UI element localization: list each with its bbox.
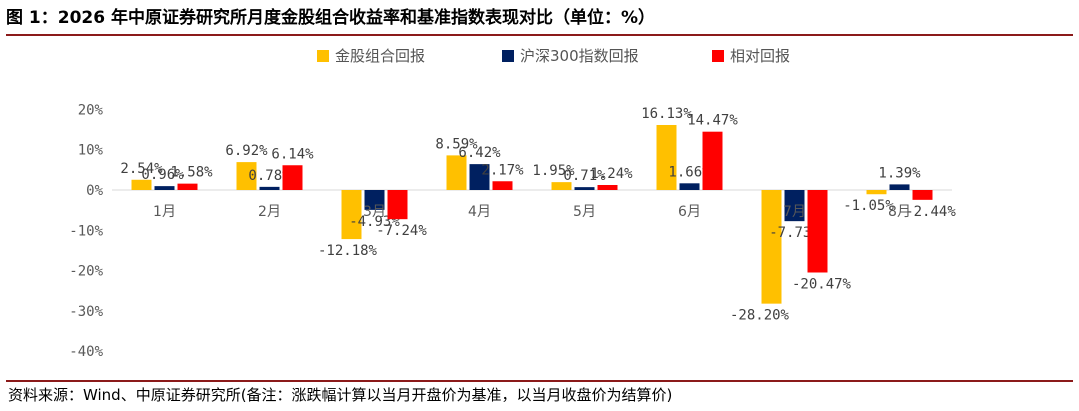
bar <box>341 190 362 240</box>
data-label: 1.58% <box>170 165 213 181</box>
data-label: 0.96% <box>141 167 184 183</box>
y-tick-label: -40% <box>69 344 103 360</box>
bar <box>387 190 408 220</box>
y-tick-label: -10% <box>69 223 103 239</box>
chart-legend: 金股组合回报 沪深300指数回报 相对回报 <box>0 45 1079 65</box>
legend-item-relative: 相对回报 <box>712 45 790 66</box>
bar <box>889 184 910 190</box>
chart-title: 图 1：2026 年中原证券研究所月度金股组合收益率和基准指数表现对比（单位：%… <box>6 8 656 28</box>
bar <box>761 190 782 304</box>
bar <box>784 190 805 222</box>
bar <box>259 186 280 190</box>
data-label: 2.17% <box>481 162 524 178</box>
bar <box>679 183 700 190</box>
x-tick-label: 1月 <box>153 204 176 220</box>
title-divider <box>6 34 1073 36</box>
x-tick-label: 4月 <box>468 204 491 220</box>
legend-swatch-relative <box>712 49 724 62</box>
y-tick-label: 10% <box>78 143 104 159</box>
y-tick-label: -30% <box>69 304 103 320</box>
bar <box>492 181 513 190</box>
source-divider <box>6 380 1073 382</box>
data-label: 6.42% <box>458 145 501 161</box>
data-label: 0.71% <box>563 168 606 184</box>
bar <box>236 162 257 190</box>
bar <box>131 179 152 190</box>
legend-label-gold-stock: 金股组合回报 <box>335 47 426 65</box>
data-label: 0.78% <box>248 168 291 184</box>
y-tick-label: 20% <box>78 102 104 118</box>
legend-swatch-gold-stock <box>317 49 329 62</box>
y-tick-label: 0% <box>86 183 103 199</box>
bar <box>154 186 175 190</box>
data-label: 1.39% <box>878 165 921 181</box>
data-label: 2.54% <box>120 161 163 177</box>
bar <box>469 164 490 190</box>
x-tick-label: 5月 <box>573 204 596 220</box>
bar <box>551 182 572 190</box>
legend-label-relative: 相对回报 <box>730 47 791 65</box>
data-label: 14.47% <box>687 113 738 129</box>
x-tick-label: 3月 <box>363 204 386 220</box>
bar <box>807 190 828 273</box>
data-label: -20.47% <box>792 276 852 292</box>
data-label: 1.66% <box>668 164 711 180</box>
bar <box>656 124 677 190</box>
bar <box>912 190 933 200</box>
bar <box>282 165 303 190</box>
x-tick-label: 6月 <box>678 204 701 220</box>
bar <box>177 183 198 190</box>
legend-item-hs300: 沪深300指数回报 <box>502 45 639 66</box>
source-note: 资料来源：Wind、中原证券研究所(备注：涨跌幅计算以当月开盘价为基准，以当月收… <box>8 386 673 404</box>
data-label: 8.59% <box>435 136 478 152</box>
data-label: 6.14% <box>271 146 314 162</box>
data-label: -7.24% <box>376 223 427 239</box>
legend-item-gold-stock: 金股组合回报 <box>317 45 425 66</box>
legend-swatch-hs300 <box>502 49 514 62</box>
data-label: -28.20% <box>730 308 790 324</box>
bar <box>446 155 467 190</box>
bar <box>364 190 385 210</box>
bar <box>866 190 887 195</box>
bar <box>574 187 595 190</box>
x-tick-label: 2月 <box>258 204 281 220</box>
x-tick-label: 7月 <box>783 204 806 220</box>
data-label: 1.24% <box>590 166 633 182</box>
data-label: 6.92% <box>225 143 268 159</box>
data-label: -2.44% <box>905 204 956 220</box>
bar <box>702 131 723 190</box>
data-label: 16.13% <box>641 106 692 122</box>
data-label: -12.18% <box>318 243 378 259</box>
y-tick-label: -20% <box>69 264 103 280</box>
bar <box>597 185 618 190</box>
legend-label-hs300: 沪深300指数回报 <box>520 47 639 65</box>
data-label: 1.95% <box>532 163 575 179</box>
data-label: -1.05% <box>843 198 894 214</box>
x-tick-label: 8月 <box>888 204 911 220</box>
